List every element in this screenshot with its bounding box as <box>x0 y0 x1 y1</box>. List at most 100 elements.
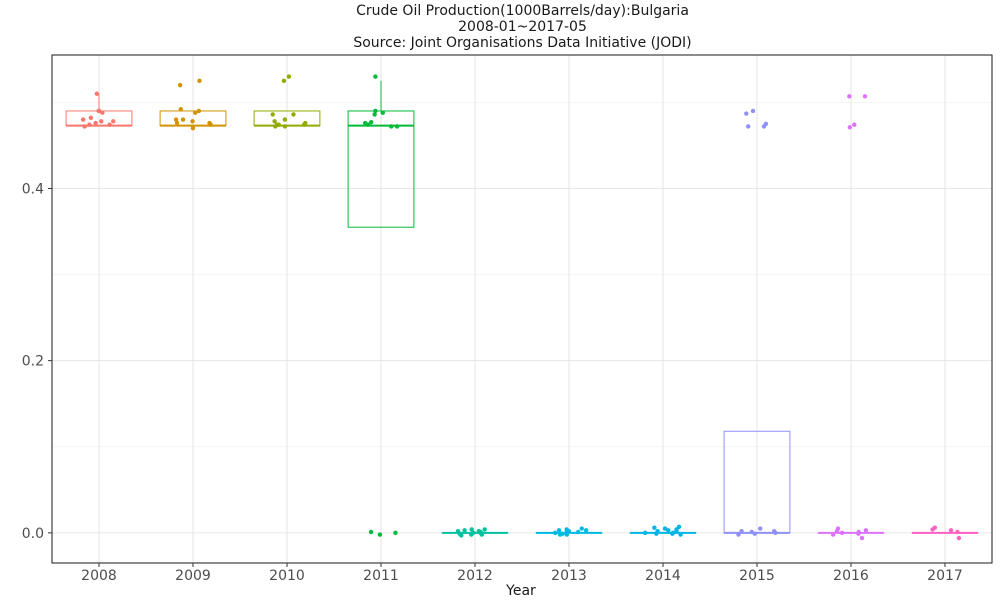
box-iqr <box>347 110 415 228</box>
data-point <box>773 530 778 536</box>
data-point <box>482 527 487 532</box>
data-point <box>373 108 378 114</box>
data-point <box>670 531 675 536</box>
data-point <box>272 119 277 124</box>
data-point <box>377 532 383 537</box>
axes-layer: 0.0 0.2 0.4 2008 2009 2010 2011 2012 2013 2014 201… <box>22 54 993 584</box>
data-point <box>100 110 105 115</box>
data-point <box>739 528 744 534</box>
box-2010 <box>253 110 321 127</box>
data-point <box>862 94 868 99</box>
plot-panel <box>52 55 992 563</box>
data-point <box>948 528 954 533</box>
box-2015 <box>723 430 791 534</box>
x-axis-title: Year <box>505 583 536 599</box>
data-point <box>197 78 202 84</box>
data-point <box>662 526 668 531</box>
data-point <box>847 94 852 99</box>
data-point <box>469 527 474 532</box>
data-point <box>852 122 857 127</box>
data-point <box>174 120 180 126</box>
x-tick-label: 2013 <box>551 568 587 584</box>
chart-subtitle: 2008-01~2017-05 <box>458 19 587 35</box>
data-point <box>394 124 400 129</box>
data-point <box>368 119 374 125</box>
data-point <box>190 125 196 131</box>
data-point <box>470 530 476 536</box>
data-point <box>372 112 377 117</box>
data-point <box>373 74 378 79</box>
data-point <box>362 120 368 126</box>
data-point <box>583 528 589 533</box>
y-tick-label: 0.4 <box>22 181 44 197</box>
data-point <box>282 124 288 129</box>
data-point <box>835 526 841 531</box>
panel-border <box>51 54 993 564</box>
box-iqr <box>253 110 321 127</box>
data-point <box>557 532 563 537</box>
data-point <box>642 530 648 536</box>
data-point <box>303 120 308 126</box>
data-point <box>282 117 288 122</box>
data-point <box>556 528 562 533</box>
data-point <box>478 530 483 536</box>
data-point <box>99 119 104 124</box>
data-point <box>368 529 374 535</box>
data-point <box>839 530 845 536</box>
data-point <box>955 529 960 535</box>
data-point <box>956 535 962 541</box>
data-point <box>208 122 213 127</box>
data-point <box>80 117 86 122</box>
data-point <box>173 117 179 122</box>
data-point <box>676 524 682 530</box>
box-2011 <box>347 80 415 228</box>
data-point <box>286 74 292 79</box>
data-point <box>88 115 94 121</box>
data-point <box>674 528 679 534</box>
data-point <box>111 119 116 124</box>
box-2008 <box>65 93 133 127</box>
y-tick-label: 0.2 <box>22 354 44 370</box>
x-tick-label: 2010 <box>269 568 305 584</box>
data-point <box>274 122 280 127</box>
data-point <box>552 530 558 536</box>
data-point <box>856 531 861 536</box>
data-point <box>193 110 198 115</box>
x-tick-label: 2017 <box>927 568 963 584</box>
data-point <box>389 124 394 129</box>
data-point <box>863 528 869 533</box>
data-point <box>177 82 183 88</box>
data-point <box>564 529 569 535</box>
data-point <box>455 528 461 534</box>
box-2009 <box>159 110 227 127</box>
data-point <box>462 528 467 533</box>
data-point <box>180 117 186 122</box>
data-point <box>190 119 195 124</box>
x-tick-label: 2009 <box>175 568 211 584</box>
data-point <box>830 532 836 537</box>
data-point <box>930 527 935 532</box>
data-point <box>93 120 98 126</box>
data-point <box>750 108 756 114</box>
data-point <box>270 112 275 117</box>
data-point <box>107 122 112 127</box>
data-point <box>82 124 87 129</box>
data-point <box>393 530 398 536</box>
data-point <box>666 528 671 533</box>
data-point <box>655 528 660 534</box>
data-point <box>94 91 100 96</box>
data-point <box>291 112 296 117</box>
x-tick-label: 2008 <box>81 568 117 584</box>
data-point <box>575 529 581 535</box>
y-tick-label: 0.0 <box>22 526 44 542</box>
chart-title: Crude Oil Production(1000Barrels/day):Bu… <box>356 3 689 19</box>
data-point <box>178 107 184 112</box>
data-point <box>281 78 287 84</box>
data-point <box>744 111 749 116</box>
data-point <box>380 110 385 115</box>
data-point <box>678 532 683 537</box>
chart-source: Source: Joint Organisations Data Initiat… <box>353 35 692 51</box>
data-point <box>758 526 763 531</box>
data-point <box>763 121 769 127</box>
